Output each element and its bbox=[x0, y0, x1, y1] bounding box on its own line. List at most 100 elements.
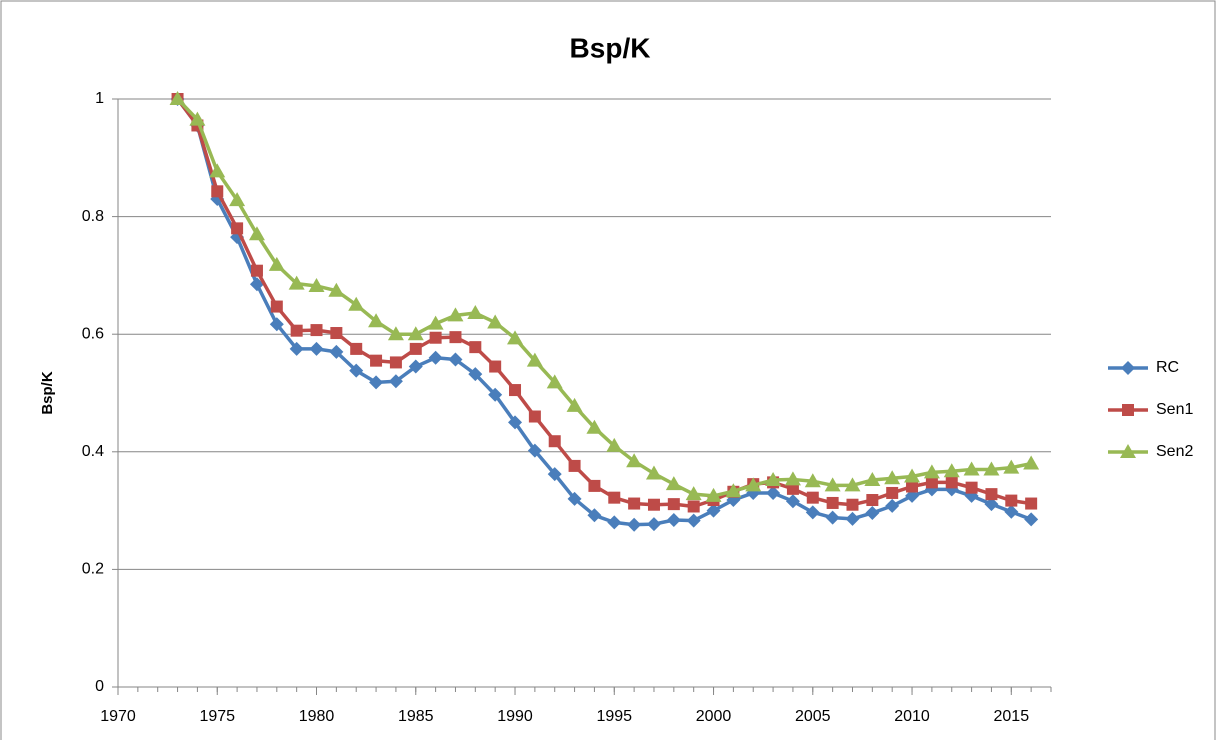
marker bbox=[766, 485, 781, 500]
marker bbox=[824, 477, 841, 492]
marker bbox=[389, 356, 402, 369]
marker bbox=[706, 503, 721, 518]
marker bbox=[1122, 404, 1134, 416]
marker bbox=[1003, 459, 1020, 474]
marker bbox=[866, 494, 879, 507]
marker bbox=[469, 341, 482, 354]
marker bbox=[526, 352, 543, 367]
marker bbox=[448, 352, 463, 367]
marker bbox=[289, 341, 304, 356]
marker bbox=[467, 305, 484, 320]
marker bbox=[687, 500, 700, 513]
marker bbox=[290, 324, 303, 337]
marker bbox=[886, 486, 899, 499]
marker bbox=[566, 397, 583, 412]
marker bbox=[806, 491, 819, 504]
marker bbox=[268, 256, 285, 271]
marker bbox=[884, 470, 901, 485]
marker bbox=[943, 463, 960, 478]
marker bbox=[231, 222, 244, 235]
y-tick-label: 0.8 bbox=[82, 208, 104, 225]
marker bbox=[468, 367, 483, 382]
marker bbox=[647, 498, 660, 511]
marker bbox=[548, 435, 561, 448]
y-tick-label: 0.2 bbox=[82, 561, 104, 578]
marker bbox=[368, 313, 385, 328]
marker bbox=[804, 473, 821, 488]
x-tick-label: 1990 bbox=[497, 708, 533, 725]
marker bbox=[427, 315, 444, 330]
marker bbox=[1024, 512, 1039, 527]
marker bbox=[348, 296, 365, 311]
marker bbox=[527, 443, 542, 458]
marker bbox=[587, 508, 602, 523]
marker bbox=[845, 511, 860, 526]
marker bbox=[607, 515, 622, 530]
marker bbox=[965, 481, 978, 494]
marker bbox=[1121, 361, 1135, 375]
marker bbox=[745, 477, 762, 492]
x-tick-label: 1985 bbox=[398, 708, 434, 725]
marker bbox=[330, 327, 343, 340]
marker bbox=[984, 497, 999, 512]
marker bbox=[686, 513, 701, 528]
marker bbox=[665, 476, 682, 491]
marker bbox=[409, 342, 422, 355]
marker bbox=[1005, 494, 1018, 507]
marker bbox=[786, 482, 799, 495]
marker bbox=[666, 513, 681, 528]
marker bbox=[488, 387, 503, 402]
marker bbox=[963, 461, 980, 476]
marker bbox=[508, 415, 523, 430]
x-tick-label: 1975 bbox=[199, 708, 235, 725]
marker bbox=[567, 491, 582, 506]
marker bbox=[350, 342, 363, 355]
marker bbox=[387, 326, 404, 341]
marker bbox=[606, 437, 623, 452]
x-tick-label: 2000 bbox=[696, 708, 732, 725]
marker bbox=[586, 419, 603, 434]
y-tick-label: 0 bbox=[95, 678, 104, 695]
marker bbox=[349, 363, 364, 378]
y-axis-label: Bsp/K bbox=[39, 371, 56, 415]
marker bbox=[1023, 455, 1040, 470]
y-tick-label: 1 bbox=[95, 90, 104, 107]
marker bbox=[646, 517, 661, 532]
marker bbox=[429, 331, 442, 344]
y-tick-label: 0.6 bbox=[82, 325, 104, 342]
marker bbox=[923, 464, 940, 479]
marker bbox=[705, 487, 722, 502]
marker bbox=[846, 498, 859, 511]
marker bbox=[667, 498, 680, 511]
marker bbox=[765, 472, 782, 487]
marker bbox=[865, 505, 880, 520]
marker bbox=[209, 163, 226, 178]
marker bbox=[310, 324, 323, 337]
legend-label: Sen1 bbox=[1156, 401, 1193, 418]
marker bbox=[627, 517, 642, 532]
marker bbox=[885, 498, 900, 513]
marker bbox=[1025, 497, 1038, 510]
marker bbox=[329, 344, 344, 359]
marker bbox=[906, 480, 919, 493]
marker bbox=[805, 505, 820, 520]
marker bbox=[211, 185, 224, 198]
marker bbox=[269, 317, 284, 332]
marker bbox=[547, 467, 562, 482]
marker bbox=[1004, 504, 1019, 519]
legend-label: Sen2 bbox=[1156, 443, 1193, 460]
marker bbox=[904, 468, 921, 483]
marker bbox=[370, 354, 383, 367]
marker bbox=[449, 331, 462, 344]
x-tick-label: 1980 bbox=[299, 708, 335, 725]
marker bbox=[826, 496, 839, 509]
marker bbox=[308, 277, 325, 292]
marker bbox=[864, 472, 881, 487]
marker bbox=[546, 374, 563, 389]
marker bbox=[784, 471, 801, 486]
marker bbox=[588, 479, 601, 492]
marker bbox=[509, 384, 522, 397]
x-tick-label: 2015 bbox=[994, 708, 1030, 725]
marker bbox=[983, 461, 1000, 476]
